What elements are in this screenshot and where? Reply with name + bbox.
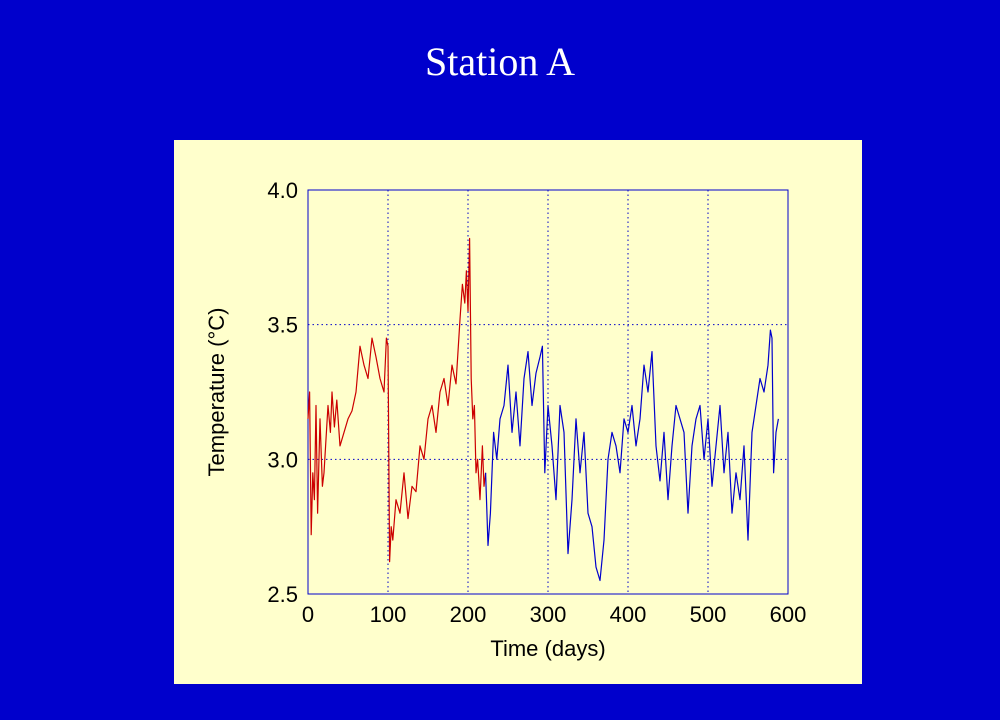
x-tick-label: 500 bbox=[690, 602, 727, 627]
series-layer bbox=[307, 237, 779, 582]
y-tick-labels: 2.5 3.0 3.5 4.0 bbox=[267, 178, 298, 607]
y-axis-title: Temperature (°C) bbox=[204, 308, 229, 477]
y-tick-label: 4.0 bbox=[267, 178, 298, 203]
series-line-1 bbox=[307, 237, 487, 563]
temperature-chart: 0 100 200 300 400 500 600 2.5 3.0 3.5 4.0 Time (d… bbox=[204, 178, 806, 661]
x-tick-label: 200 bbox=[450, 602, 487, 627]
plot-frame bbox=[307, 189, 789, 595]
x-tick-labels: 0 100 200 300 400 500 600 bbox=[302, 602, 806, 627]
x-axis-title: Time (days) bbox=[490, 636, 605, 661]
x-tick-label: 300 bbox=[530, 602, 567, 627]
chart-panel: 0 100 200 300 400 500 600 2.5 3.0 3.5 4.0 Time (d… bbox=[174, 140, 862, 684]
x-tick-label: 0 bbox=[302, 602, 314, 627]
x-tick-label: 100 bbox=[370, 602, 407, 627]
y-tick-label: 3.5 bbox=[267, 313, 298, 338]
y-tick-label: 3.0 bbox=[267, 447, 298, 472]
y-tick-label: 2.5 bbox=[267, 582, 298, 607]
slide-title: Station A bbox=[424, 39, 576, 84]
x-tick-label: 600 bbox=[770, 602, 807, 627]
series-line-2 bbox=[485, 329, 779, 582]
grid-lines bbox=[308, 190, 788, 594]
x-tick-label: 400 bbox=[610, 602, 647, 627]
